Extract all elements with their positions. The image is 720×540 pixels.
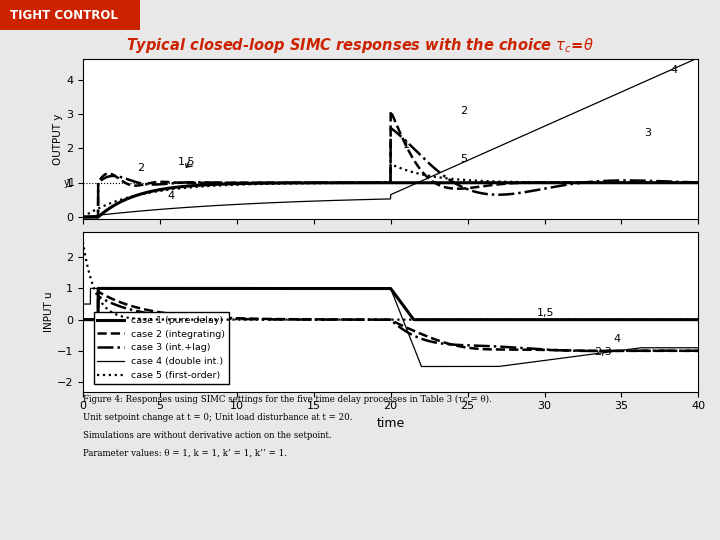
Text: 2,3: 2,3 <box>594 347 611 356</box>
Text: y1: y1 <box>63 178 75 188</box>
Y-axis label: OUTPUT y: OUTPUT y <box>53 113 63 165</box>
Text: 4: 4 <box>168 191 174 201</box>
Text: 3: 3 <box>644 129 652 138</box>
Text: 5: 5 <box>460 154 467 164</box>
Text: Typical closed-loop SIMC responses with the choice $\tau_c$=$\theta$: Typical closed-loop SIMC responses with … <box>126 36 594 56</box>
Text: 1,5: 1,5 <box>537 308 554 318</box>
Text: 4: 4 <box>671 65 678 75</box>
Text: 1,5: 1,5 <box>179 157 196 167</box>
Text: 2: 2 <box>460 106 467 116</box>
Text: Unit setpoint change at t = 0; Unit load disturbance at t = 20.: Unit setpoint change at t = 0; Unit load… <box>83 413 352 422</box>
Text: Parameter values: θ = 1, k = 1, k’ = 1, k’’ = 1.: Parameter values: θ = 1, k = 1, k’ = 1, … <box>83 449 287 458</box>
Y-axis label: INPUT u: INPUT u <box>44 292 54 332</box>
Text: TIGHT CONTROL: TIGHT CONTROL <box>10 9 117 22</box>
Text: 1: 1 <box>403 140 410 151</box>
Text: 4: 4 <box>613 334 621 344</box>
Text: Figure 4: Responses using SIMC settings for the five time delay processes in Tab: Figure 4: Responses using SIMC settings … <box>83 395 492 404</box>
Text: Simulations are without derivative action on the setpoint.: Simulations are without derivative actio… <box>83 431 331 440</box>
Text: 2: 2 <box>137 163 144 173</box>
Legend: case 1 (pure delay), case 2 (integrating), case 3 (int.+lag), case 4 (double int: case 1 (pure delay), case 2 (integrating… <box>94 312 229 383</box>
X-axis label: time: time <box>377 417 405 430</box>
